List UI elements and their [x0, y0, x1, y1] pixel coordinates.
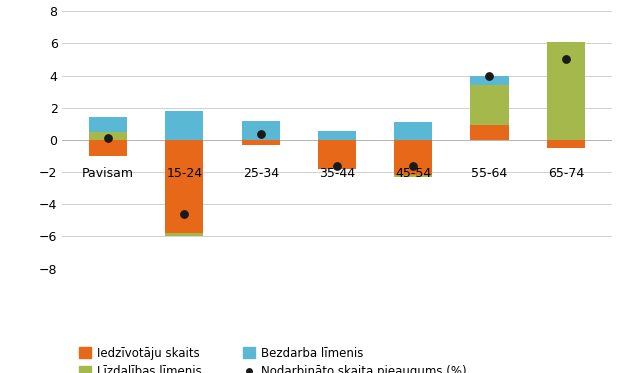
Text: 55-64: 55-64: [471, 167, 507, 180]
Bar: [547, 42, 585, 140]
Bar: [89, 117, 127, 132]
Point: [332, 163, 342, 169]
Point: [180, 211, 190, 217]
Bar: [470, 85, 509, 125]
Text: 35-44: 35-44: [319, 167, 355, 180]
Bar: [165, 111, 203, 140]
Point: [561, 56, 571, 62]
Point: [484, 72, 494, 79]
Text: 45-54: 45-54: [395, 167, 431, 180]
Bar: [470, 76, 509, 85]
Bar: [394, 140, 432, 175]
Text: 25-34: 25-34: [243, 167, 279, 180]
Text: 65-74: 65-74: [548, 167, 584, 180]
Legend: Iedzīvotāju skaits, Līzdalības līmenis, Bezdarba līmenis, Nodarbināto skaita pie: Iedzīvotāju skaits, Līzdalības līmenis, …: [79, 347, 466, 373]
Bar: [89, 132, 127, 140]
Bar: [241, 120, 280, 140]
Bar: [165, 233, 203, 236]
Bar: [318, 140, 356, 169]
Bar: [165, 140, 203, 233]
Bar: [470, 125, 509, 140]
Text: Pavisam: Pavisam: [82, 167, 134, 180]
Bar: [394, 175, 432, 177]
Point: [103, 135, 113, 141]
Text: 15-24: 15-24: [167, 167, 203, 180]
Bar: [89, 140, 127, 156]
Bar: [241, 140, 280, 145]
Bar: [547, 140, 585, 148]
Bar: [318, 131, 356, 140]
Point: [408, 163, 418, 169]
Bar: [394, 122, 432, 140]
Point: [256, 131, 266, 137]
